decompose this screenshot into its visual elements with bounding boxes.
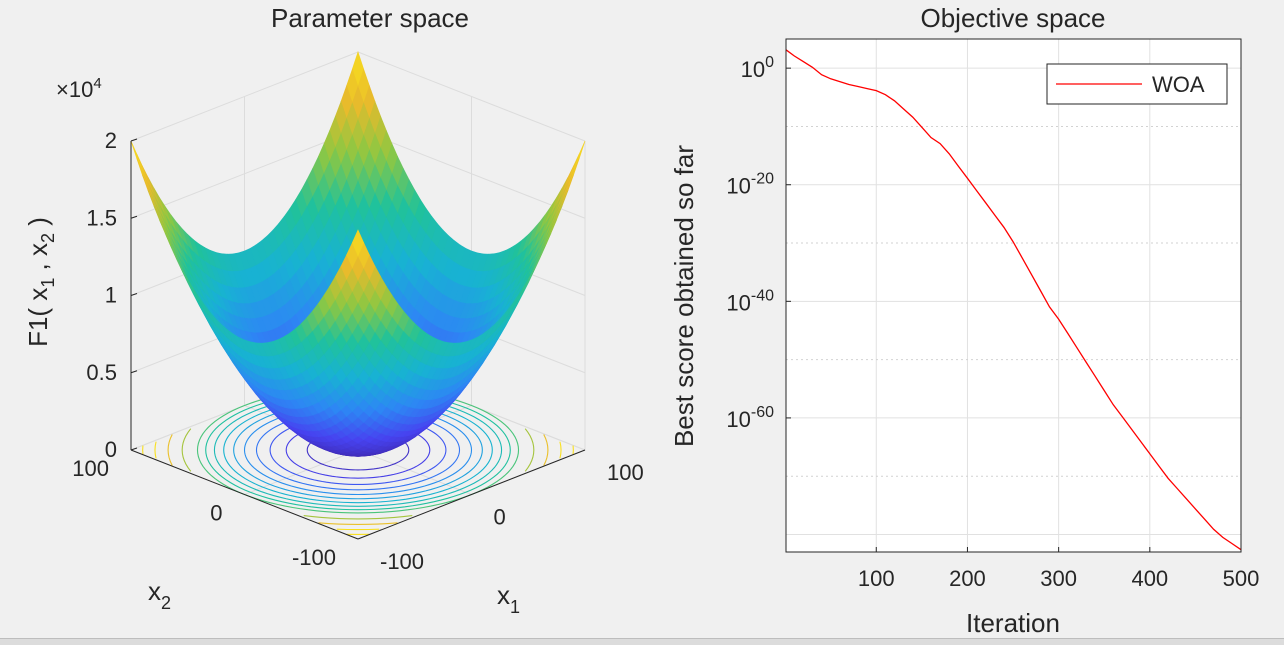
y-tick-label-0: 100 (72, 456, 109, 481)
x-tick-label-300: 300 (1040, 566, 1077, 591)
plot-area (786, 39, 1241, 552)
z-tick-label-4: 2 (105, 128, 117, 153)
x-axis-label-iteration: Iteration (966, 608, 1060, 638)
contour-line-12-3 (560, 442, 561, 459)
y-tick-label-1: 0 (210, 501, 222, 526)
y-tick-label-1: 10-20 (726, 171, 774, 199)
legend[interactable]: WOA (1047, 64, 1227, 104)
objective-space-plot: Objective space 100 200 300 400 500 100 10-20 1… (669, 3, 1259, 638)
y-tick-label-3: 10-60 (726, 404, 774, 432)
y-tick-label-2: -100 (292, 545, 336, 570)
z-tick-label-3: 1.5 (86, 205, 117, 230)
x-axis-label: x1 (497, 580, 520, 617)
y-axis-label-best-score: Best score obtained so far (669, 145, 699, 447)
legend-label-woa: WOA (1152, 72, 1205, 97)
surface-plot (131, 52, 585, 456)
contour-line-10-3 (525, 429, 534, 472)
contour-line-12-1 (155, 442, 156, 459)
contour-line-11-1 (168, 435, 172, 466)
z-axis-label: F1( x1 , x2 ) (23, 217, 58, 347)
x-tick-label-200: 200 (949, 566, 986, 591)
right-title: Objective space (921, 3, 1106, 33)
z-tick-label-2: 1 (105, 283, 117, 308)
contour-line-10-1 (182, 429, 191, 472)
y-axis-label: x2 (148, 576, 171, 613)
contour-line-10-2 (304, 516, 413, 519)
x-tick-label-2: 100 (607, 460, 644, 485)
y-tick-label-2: 10-40 (726, 287, 774, 315)
x-tick-label-0: -100 (380, 549, 424, 574)
z-exponent-label: ×104 (56, 75, 102, 102)
parameter-space-plot: Parameter space ×104 F1( x1 , x2 ) x2 x1… (23, 3, 644, 617)
x-tick-label-1: 0 (494, 505, 506, 530)
x-tick-label-100: 100 (858, 566, 895, 591)
contour-line-11-2 (319, 523, 398, 525)
left-title: Parameter space (271, 3, 469, 33)
contour-line-11-3 (544, 435, 548, 466)
x-tick-label-500: 500 (1223, 566, 1260, 591)
z-tick-label-1: 0.5 (86, 360, 117, 385)
y-tick-label-0: 100 (741, 54, 774, 82)
x-tick-label-400: 400 (1131, 566, 1168, 591)
